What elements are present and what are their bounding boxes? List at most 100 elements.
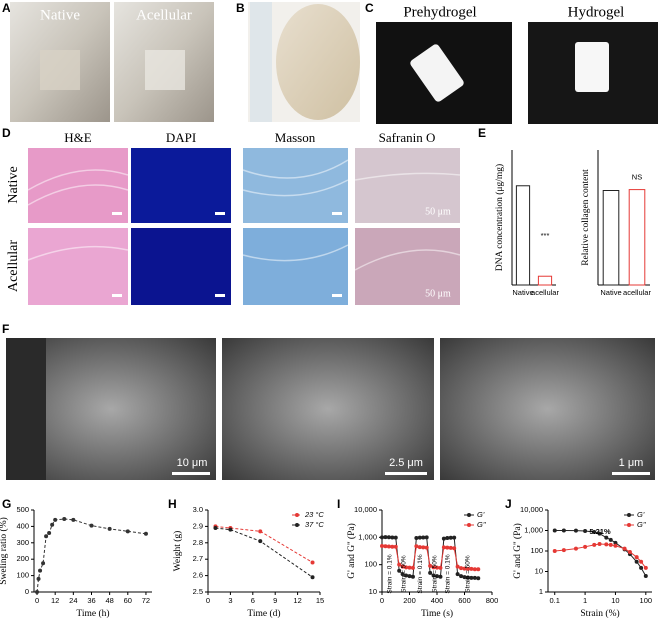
marker [435, 565, 439, 570]
marker [608, 542, 613, 547]
marker [604, 542, 609, 547]
marker [438, 574, 443, 579]
panel-letter: B [236, 1, 245, 15]
marker [47, 530, 52, 535]
marker [608, 537, 613, 542]
marker [410, 565, 415, 570]
scale-bar [172, 472, 210, 475]
legend-marker [295, 513, 299, 517]
bar [602, 190, 620, 286]
marker [448, 545, 453, 550]
marker [435, 574, 439, 579]
y-tick-label: 100 [16, 571, 29, 580]
marker [417, 545, 422, 550]
marker [561, 528, 566, 533]
marker [465, 575, 470, 580]
x-tick-label: 0 [35, 596, 39, 605]
marker [400, 572, 405, 577]
marker [407, 574, 412, 579]
y-tick-label: 2.6 [193, 571, 203, 580]
bar [515, 185, 531, 286]
texture [27, 159, 461, 271]
marker [428, 570, 433, 575]
marker [386, 535, 391, 540]
line [215, 525, 313, 563]
row-header: Acellular [6, 240, 21, 292]
marker [407, 565, 412, 570]
y-tick-label: 100 [364, 560, 377, 569]
y-tick-label: 2.8 [193, 538, 203, 547]
y-axis-label: DNA concentration (μg/mg) [494, 164, 505, 271]
y-axis-label: Relative collagen content [581, 169, 591, 266]
panel-letter: I [337, 497, 340, 511]
marker [462, 575, 467, 580]
marker [455, 572, 460, 577]
y-axis-label: Weight (g) [172, 531, 183, 572]
x-tick-label: 12 [293, 596, 301, 605]
marker [592, 529, 597, 534]
stain-image [131, 148, 231, 223]
marker [383, 544, 388, 549]
x-tick-label: 15 [316, 596, 324, 605]
marker [469, 575, 474, 580]
x-tick-label: 800 [486, 596, 499, 605]
photo-label: Acellular [136, 7, 192, 23]
x-tick-label: 0 [206, 596, 210, 605]
legend-marker [295, 523, 299, 527]
marker [310, 575, 315, 580]
marker [38, 568, 43, 573]
marker [390, 544, 395, 549]
marker [622, 546, 627, 551]
marker [71, 517, 76, 522]
annotation: Strain = 50% [432, 555, 439, 593]
marker [452, 535, 457, 540]
scale-label: 1 μm [619, 457, 644, 469]
marker [441, 545, 446, 550]
marker [41, 561, 46, 566]
vial [410, 44, 464, 102]
stain-image [243, 228, 348, 305]
annotation: Strain = 0.1% [445, 554, 452, 593]
powder [276, 4, 360, 120]
x-tick-label: 200 [403, 596, 416, 605]
x-tick-label: 0.1 [550, 596, 560, 605]
stain-image [355, 228, 460, 305]
legend-marker [467, 523, 471, 527]
x-tick-label: 72 [142, 596, 150, 605]
x-tick-label: Native [600, 288, 621, 297]
marker [643, 574, 648, 579]
marker [459, 574, 464, 579]
stain-image [355, 148, 460, 223]
x-axis-label: Time (s) [421, 608, 453, 619]
y-axis-label: G' and G'' (Pa) [512, 523, 523, 579]
marker [36, 576, 41, 581]
legend-label: G' [637, 510, 645, 519]
marker [50, 522, 55, 527]
marker [424, 535, 429, 540]
y-tick-label: 1,000 [358, 532, 377, 541]
line [215, 527, 313, 578]
marker [213, 526, 218, 531]
panel-letters: A B C D E F G H I J [2, 1, 512, 511]
y-tick-label: 100 [530, 546, 543, 555]
y-tick-label: 400 [16, 521, 29, 530]
sem-image [440, 338, 655, 480]
sem-edge [6, 338, 46, 480]
marker [414, 544, 419, 549]
y-tick-label: 10 [535, 566, 543, 575]
marker [404, 565, 409, 570]
tissue [40, 50, 80, 90]
row-header: Native [6, 166, 21, 203]
marker [627, 549, 632, 554]
marker [404, 573, 409, 578]
scale-label: 10 μm [177, 457, 208, 469]
stain-image [131, 228, 231, 305]
marker [380, 535, 384, 540]
marker [35, 590, 40, 594]
column-header: Masson [275, 130, 316, 145]
marker [634, 559, 639, 564]
marker [386, 544, 391, 549]
x-tick-label: 6 [251, 596, 255, 605]
column-header: Safranin O [379, 130, 436, 145]
x-tick-label: 24 [69, 596, 77, 605]
